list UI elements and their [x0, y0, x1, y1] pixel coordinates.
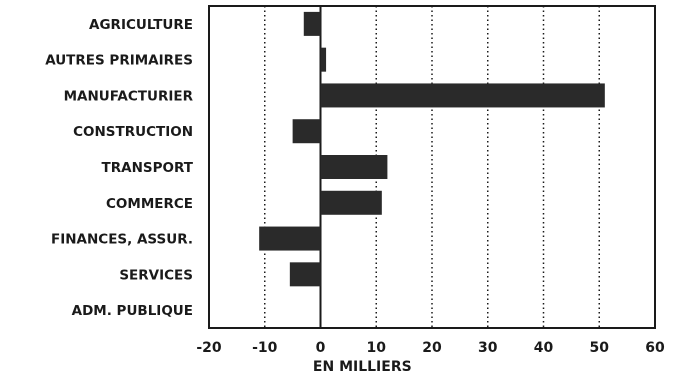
category-label: TRANSPORT — [102, 160, 194, 176]
x-tick-label: 50 — [590, 340, 610, 356]
bar — [320, 47, 327, 72]
x-tick-label: -20 — [196, 340, 222, 356]
x-tick-label: 30 — [478, 340, 498, 356]
x-tick-label: 60 — [645, 340, 665, 356]
category-label: MANUFACTURIER — [64, 88, 194, 104]
category-label: AUTRES PRIMAIRES — [45, 53, 193, 69]
x-tick-label: 20 — [422, 340, 442, 356]
category-label: CONSTRUCTION — [73, 124, 193, 140]
category-label: SERVICES — [119, 267, 193, 283]
bar — [320, 155, 388, 179]
bars — [259, 11, 605, 287]
bar — [259, 226, 321, 251]
x-tick-label: 40 — [534, 340, 554, 356]
x-tick-labels: -20 -10 0 10 20 30 40 50 60 — [196, 340, 665, 356]
category-label: COMMERCE — [106, 196, 193, 212]
bar — [292, 119, 321, 144]
category-labels: AGRICULTURE AUTRES PRIMAIRES MANUFACTURIER… — [45, 17, 194, 319]
bar — [303, 11, 321, 36]
category-label: AGRICULTURE — [89, 17, 193, 33]
bar — [289, 262, 321, 287]
x-tick-label: -10 — [252, 340, 278, 356]
x-tick-label: 0 — [316, 340, 326, 356]
category-label: FINANCES, ASSUR. — [51, 232, 193, 248]
category-label: ADM. PUBLIQUE — [72, 303, 193, 319]
bar — [320, 83, 605, 108]
bar — [320, 190, 382, 215]
x-tick-label: 10 — [367, 340, 387, 356]
plot-frame — [208, 5, 656, 329]
x-axis-title: EN MILLIERS — [313, 359, 412, 375]
